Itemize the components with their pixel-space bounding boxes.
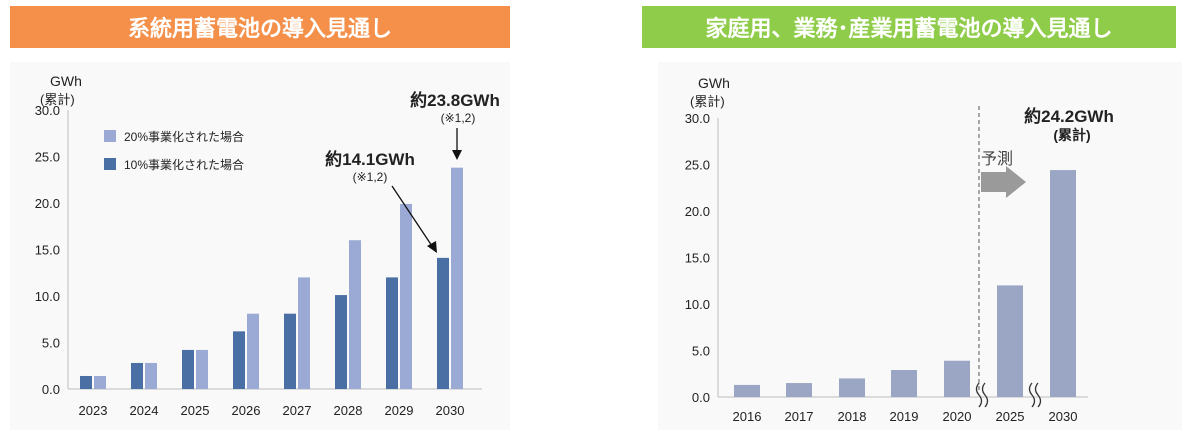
y-axis-unit-note: (累計) (40, 92, 75, 107)
y-tick-label: 20.0 (35, 196, 60, 211)
y-tick-label: 25.0 (35, 150, 60, 165)
x-tick-label: 2017 (785, 409, 814, 424)
bar-20pct-2027 (298, 277, 310, 389)
y-tick-label: 0.0 (692, 390, 710, 405)
bar-10pct-2023 (80, 375, 92, 389)
annotation-14-1: 約14.1GWh (325, 149, 415, 169)
axis-break-2 (1028, 382, 1042, 408)
residential-storage-chart: GWh (累計) 0.0 5.0 10.0 15.0 20.0 25.0 30.0 2016 201… (658, 62, 1182, 430)
bar-20pct-2028 (349, 240, 361, 389)
bar-2019 (891, 370, 917, 397)
annotation-24-2: 約24.2GWh (1024, 106, 1114, 126)
y-tick-label: 10.0 (685, 297, 710, 312)
y-tick-label: 25.0 (685, 158, 710, 173)
legend-label-10pct: 10%事業化された場合 (124, 157, 244, 172)
left-chart-title: 系統用蓄電池の導入見通し (10, 6, 510, 48)
x-tick-label: 2029 (385, 403, 414, 418)
bar-2020 (944, 360, 970, 397)
right-chart-title: 家庭用、業務･産業用蓄電池の導入見通し (642, 6, 1176, 48)
bar-2018 (839, 378, 865, 397)
y-tick-label: 15.0 (35, 243, 60, 258)
x-tick-label: 2028 (334, 403, 363, 418)
bar-2017 (786, 383, 812, 397)
x-tick-label: 2024 (130, 403, 159, 418)
x-tick-label: 2023 (79, 403, 108, 418)
x-tick-label: 2016 (733, 409, 762, 424)
bar-20pct-2026 (247, 313, 259, 389)
annotation-14-1-note: (※1,2) (353, 170, 388, 184)
bar-20pct-2025 (196, 349, 208, 389)
bar-2016 (734, 384, 760, 397)
y-axis-unit: GWh (698, 75, 730, 91)
bar-10pct-2027 (284, 313, 296, 389)
x-tick-label: 2030 (1049, 409, 1078, 424)
plot-background (658, 62, 1182, 430)
axis-break-1 (975, 382, 989, 408)
grid-storage-chart: GWh (累計) 0.0 5.0 10.0 15.0 20.0 25.0 30.0 2023 202… (10, 62, 510, 430)
bar-20pct-2030 (451, 167, 463, 389)
x-tick-label: 2027 (283, 403, 312, 418)
y-tick-label: 5.0 (692, 344, 710, 359)
bar-10pct-2025 (182, 349, 194, 389)
bar-10pct-2030 (437, 257, 449, 389)
bar-2025 (997, 285, 1023, 397)
forecast-arrow-icon (981, 166, 1026, 198)
bar-2030 (1050, 170, 1076, 397)
bar-20pct-2029 (400, 203, 412, 389)
annotation-23-8-note: (※1,2) (441, 111, 476, 125)
bar-10pct-2026 (233, 331, 245, 389)
annotation-23-8-arrowhead (452, 150, 462, 160)
y-tick-label: 0.0 (42, 382, 60, 397)
bar-10pct-2029 (386, 277, 398, 389)
x-tick-label: 2019 (890, 409, 919, 424)
y-tick-label: 15.0 (685, 251, 710, 266)
y-tick-label: 20.0 (685, 204, 710, 219)
annotation-23-8: 約23.8GWh (410, 90, 500, 110)
x-tick-label: 2026 (232, 403, 261, 418)
y-axis-unit-note: (累計) (690, 94, 725, 109)
x-tick-label: 2018 (838, 409, 867, 424)
plot-background (10, 62, 510, 430)
annotation-14-1-arrow (391, 185, 433, 247)
x-tick-label: 2025 (996, 409, 1025, 424)
bar-10pct-2028 (335, 295, 347, 389)
y-tick-label: 30.0 (35, 103, 60, 118)
x-tick-label: 2030 (436, 403, 465, 418)
y-tick-label: 10.0 (35, 289, 60, 304)
legend-label-20pct: 20%事業化された場合 (124, 129, 244, 144)
y-axis-unit: GWh (50, 73, 82, 89)
bar-10pct-2024 (131, 362, 143, 389)
annotation-24-2-note: (累計) (1053, 127, 1090, 143)
bar-20pct-2023 (94, 375, 106, 389)
y-tick-label: 30.0 (685, 111, 710, 126)
annotation-14-1-arrowhead (427, 241, 437, 253)
x-tick-label: 2025 (181, 403, 210, 418)
y-tick-label: 5.0 (42, 336, 60, 351)
legend-swatch-10pct (104, 158, 116, 170)
bar-20pct-2024 (145, 362, 157, 389)
legend-swatch-20pct (104, 130, 116, 142)
forecast-label: 予測 (981, 150, 1013, 168)
x-tick-label: 2020 (943, 409, 972, 424)
